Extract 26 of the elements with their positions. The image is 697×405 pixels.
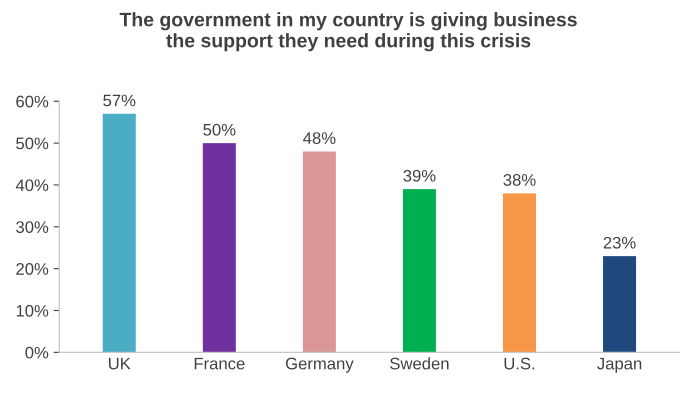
x-tick-label: Japan — [597, 358, 642, 373]
bar — [302, 151, 336, 352]
y-tick-label: 0% — [25, 346, 48, 359]
y-tick-label: 20% — [16, 263, 48, 275]
bar — [202, 143, 236, 352]
bar — [502, 193, 536, 352]
data-label: 50% — [203, 124, 236, 136]
data-label: 39% — [403, 170, 436, 182]
data-label: 23% — [604, 236, 636, 249]
y-tick-label: 50% — [16, 138, 48, 150]
chart-title: The government in my country is giving business the support they need during this crisis — [120, 12, 577, 52]
bar — [102, 114, 136, 352]
x-tick-label: U.S. — [504, 358, 534, 370]
x-tick-label: Sweden — [390, 357, 448, 370]
x-tick-label: UK — [108, 358, 131, 370]
bar — [402, 189, 436, 352]
y-tick-label: 40% — [16, 179, 48, 192]
y-tick-label: 60% — [16, 96, 48, 108]
data-label: 57% — [103, 94, 136, 106]
y-tick-label: 30% — [16, 221, 48, 234]
y-tick-label: 10% — [16, 304, 48, 317]
x-tick-label: France — [194, 358, 245, 370]
data-label: 38% — [503, 174, 536, 186]
bar — [603, 256, 636, 352]
data-label: 48% — [303, 132, 336, 144]
x-tick-label: Germany — [286, 358, 354, 373]
